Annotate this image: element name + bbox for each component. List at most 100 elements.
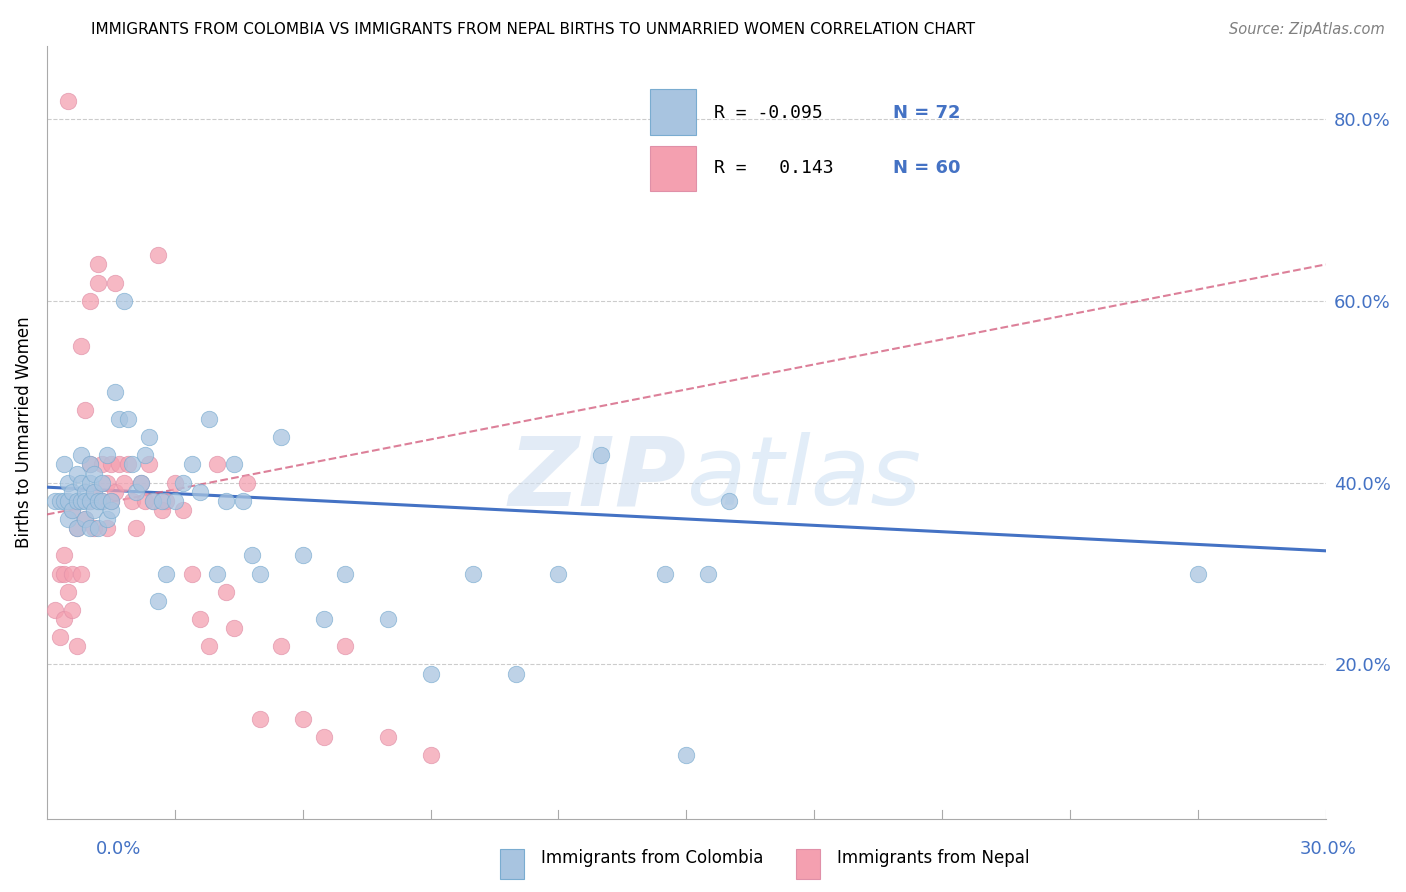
Point <box>91 493 114 508</box>
Point <box>142 493 165 508</box>
Point <box>591 448 613 462</box>
Point <box>70 448 93 462</box>
Point <box>1187 566 1209 581</box>
Point <box>100 493 122 508</box>
Point <box>87 276 110 290</box>
Point <box>66 493 89 508</box>
Point <box>207 458 229 472</box>
Point <box>117 458 139 472</box>
Point <box>129 475 152 490</box>
Point <box>58 475 80 490</box>
Point <box>675 748 697 763</box>
Point <box>48 493 70 508</box>
Point <box>75 512 97 526</box>
Point <box>79 458 101 472</box>
Point <box>270 640 292 654</box>
Point <box>547 566 569 581</box>
Point <box>270 430 292 444</box>
Point <box>79 475 101 490</box>
Point <box>70 339 93 353</box>
Point <box>62 484 84 499</box>
Point <box>121 458 143 472</box>
Point <box>52 612 75 626</box>
Point <box>62 603 84 617</box>
Point <box>654 566 676 581</box>
Text: ZIP: ZIP <box>509 433 686 525</box>
Point <box>100 503 122 517</box>
Point <box>312 612 335 626</box>
Point <box>96 448 118 462</box>
Text: Immigrants from Colombia: Immigrants from Colombia <box>541 849 763 867</box>
Point <box>79 521 101 535</box>
Point <box>198 640 221 654</box>
Point <box>48 630 70 644</box>
Point <box>224 621 246 635</box>
Point <box>87 493 110 508</box>
Point <box>215 584 238 599</box>
Point <box>249 712 271 726</box>
Point <box>335 640 357 654</box>
Point <box>215 493 238 508</box>
Point <box>62 503 84 517</box>
Point <box>70 493 93 508</box>
Point <box>66 521 89 535</box>
Point <box>52 566 75 581</box>
Point <box>62 566 84 581</box>
Text: Source: ZipAtlas.com: Source: ZipAtlas.com <box>1229 22 1385 37</box>
Point <box>79 293 101 308</box>
Point <box>91 475 114 490</box>
Point <box>48 566 70 581</box>
Point <box>79 493 101 508</box>
Point <box>52 458 75 472</box>
Y-axis label: Births to Unmarried Women: Births to Unmarried Women <box>15 317 32 549</box>
Point <box>83 521 105 535</box>
Point <box>463 566 485 581</box>
Point <box>146 594 169 608</box>
Point <box>87 521 110 535</box>
Point <box>419 666 441 681</box>
Point <box>44 493 66 508</box>
Point <box>240 549 263 563</box>
Point <box>163 493 186 508</box>
Point <box>190 612 212 626</box>
Point <box>207 566 229 581</box>
Point <box>66 640 89 654</box>
Text: Immigrants from Nepal: Immigrants from Nepal <box>837 849 1029 867</box>
Point <box>44 603 66 617</box>
Point <box>138 458 160 472</box>
Point <box>232 493 254 508</box>
Point <box>83 484 105 499</box>
Point <box>83 484 105 499</box>
Point <box>108 412 131 426</box>
Point <box>52 549 75 563</box>
Point <box>104 384 127 399</box>
Point <box>163 475 186 490</box>
Point <box>75 484 97 499</box>
Point <box>180 458 202 472</box>
Point <box>100 493 122 508</box>
Point <box>142 493 165 508</box>
Point <box>83 503 105 517</box>
Point <box>70 566 93 581</box>
Point <box>79 458 101 472</box>
Point <box>91 493 114 508</box>
Point <box>291 712 314 726</box>
Point <box>172 475 194 490</box>
Point <box>172 503 194 517</box>
Point <box>312 730 335 744</box>
Point <box>75 512 97 526</box>
Point <box>419 748 441 763</box>
Point <box>291 549 314 563</box>
Point <box>52 493 75 508</box>
Point <box>125 521 148 535</box>
Text: IMMIGRANTS FROM COLOMBIA VS IMMIGRANTS FROM NEPAL BIRTHS TO UNMARRIED WOMEN CORR: IMMIGRANTS FROM COLOMBIA VS IMMIGRANTS F… <box>91 22 976 37</box>
Point <box>104 276 127 290</box>
Point <box>155 566 177 581</box>
Point <box>125 484 148 499</box>
Point <box>108 458 131 472</box>
Point <box>696 566 718 581</box>
Point <box>150 493 173 508</box>
Point <box>112 475 135 490</box>
Point <box>58 94 80 108</box>
Point <box>335 566 357 581</box>
